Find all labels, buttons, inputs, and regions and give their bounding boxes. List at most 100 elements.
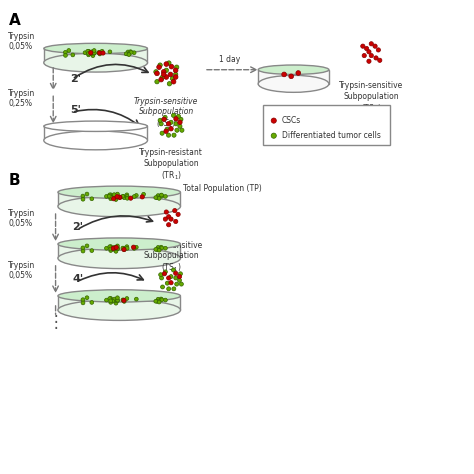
Ellipse shape (58, 186, 181, 198)
Circle shape (163, 115, 167, 119)
Circle shape (121, 298, 125, 302)
Text: Trypsin-sensitive
Subpopulation
(TS$_1$): Trypsin-sensitive Subpopulation (TS$_1$) (139, 241, 203, 274)
Circle shape (159, 122, 163, 126)
Circle shape (121, 246, 125, 250)
Circle shape (157, 65, 161, 70)
Circle shape (111, 197, 116, 201)
Circle shape (172, 133, 176, 137)
Circle shape (108, 193, 112, 197)
Circle shape (109, 299, 112, 303)
Circle shape (176, 114, 181, 118)
Circle shape (169, 127, 173, 131)
Text: Differentiated tumor cells: Differentiated tumor cells (282, 131, 381, 140)
Circle shape (122, 196, 126, 200)
Circle shape (159, 297, 163, 301)
Circle shape (127, 53, 131, 56)
Ellipse shape (58, 196, 181, 217)
Circle shape (116, 299, 119, 302)
Circle shape (167, 287, 171, 291)
FancyBboxPatch shape (58, 244, 181, 258)
Circle shape (121, 246, 125, 250)
Ellipse shape (44, 131, 147, 150)
Circle shape (167, 82, 172, 86)
Circle shape (132, 246, 136, 250)
Circle shape (376, 48, 381, 52)
Circle shape (361, 44, 365, 48)
Circle shape (116, 246, 119, 250)
Circle shape (172, 287, 176, 291)
Circle shape (109, 195, 112, 199)
Circle shape (174, 276, 178, 280)
Circle shape (296, 71, 301, 75)
Circle shape (113, 246, 117, 249)
Circle shape (175, 128, 179, 132)
Circle shape (118, 195, 122, 199)
Circle shape (114, 301, 118, 305)
Circle shape (169, 274, 173, 279)
Circle shape (81, 197, 85, 201)
Circle shape (111, 299, 115, 303)
Circle shape (282, 72, 286, 77)
Circle shape (159, 77, 164, 82)
Circle shape (128, 50, 132, 54)
Circle shape (116, 195, 119, 199)
Circle shape (108, 245, 112, 248)
Circle shape (122, 298, 126, 302)
Circle shape (87, 52, 91, 55)
Circle shape (132, 195, 136, 199)
Circle shape (155, 247, 159, 251)
Circle shape (160, 131, 164, 135)
Circle shape (174, 65, 179, 69)
Text: Trypsin
0,05%: Trypsin 0,05% (9, 209, 36, 228)
Circle shape (178, 120, 182, 125)
Circle shape (369, 54, 374, 58)
Circle shape (92, 51, 96, 55)
Ellipse shape (58, 238, 181, 250)
Circle shape (112, 299, 116, 303)
Text: Trypsin
0,25%: Trypsin 0,25% (9, 89, 36, 108)
Circle shape (109, 301, 113, 304)
Circle shape (81, 246, 85, 250)
Circle shape (116, 195, 119, 199)
Circle shape (111, 195, 115, 199)
Circle shape (164, 298, 167, 302)
Circle shape (164, 270, 167, 274)
Circle shape (161, 70, 166, 74)
Circle shape (172, 268, 175, 272)
Text: Trypsin
0,05%: Trypsin 0,05% (9, 32, 36, 51)
Circle shape (114, 249, 118, 253)
Circle shape (154, 196, 158, 200)
Circle shape (81, 301, 85, 305)
Circle shape (159, 273, 163, 277)
Circle shape (114, 246, 118, 249)
Circle shape (169, 217, 173, 221)
Circle shape (115, 195, 119, 199)
Circle shape (157, 300, 161, 304)
Ellipse shape (258, 75, 329, 92)
Circle shape (92, 52, 96, 55)
Circle shape (109, 249, 113, 253)
Circle shape (180, 282, 183, 286)
Circle shape (135, 246, 138, 249)
Circle shape (132, 51, 136, 55)
Circle shape (166, 133, 171, 137)
Circle shape (178, 278, 182, 283)
Circle shape (166, 223, 171, 227)
Text: Trypsin-sensitive
Subpopulation
(TS$_1$): Trypsin-sensitive Subpopulation (TS$_1$) (134, 97, 199, 130)
Circle shape (164, 68, 168, 73)
Circle shape (160, 298, 164, 301)
FancyBboxPatch shape (44, 126, 147, 140)
Text: Total Population (TP): Total Population (TP) (183, 184, 262, 193)
Circle shape (116, 247, 119, 251)
Circle shape (64, 54, 67, 57)
Circle shape (173, 271, 178, 275)
Circle shape (142, 192, 146, 196)
Text: 5': 5' (70, 105, 81, 115)
Text: ⋮: ⋮ (47, 313, 64, 331)
Circle shape (109, 193, 113, 197)
Text: 2': 2' (70, 74, 81, 84)
Circle shape (81, 298, 85, 301)
Circle shape (177, 274, 182, 279)
Circle shape (170, 76, 175, 81)
Circle shape (105, 194, 109, 198)
